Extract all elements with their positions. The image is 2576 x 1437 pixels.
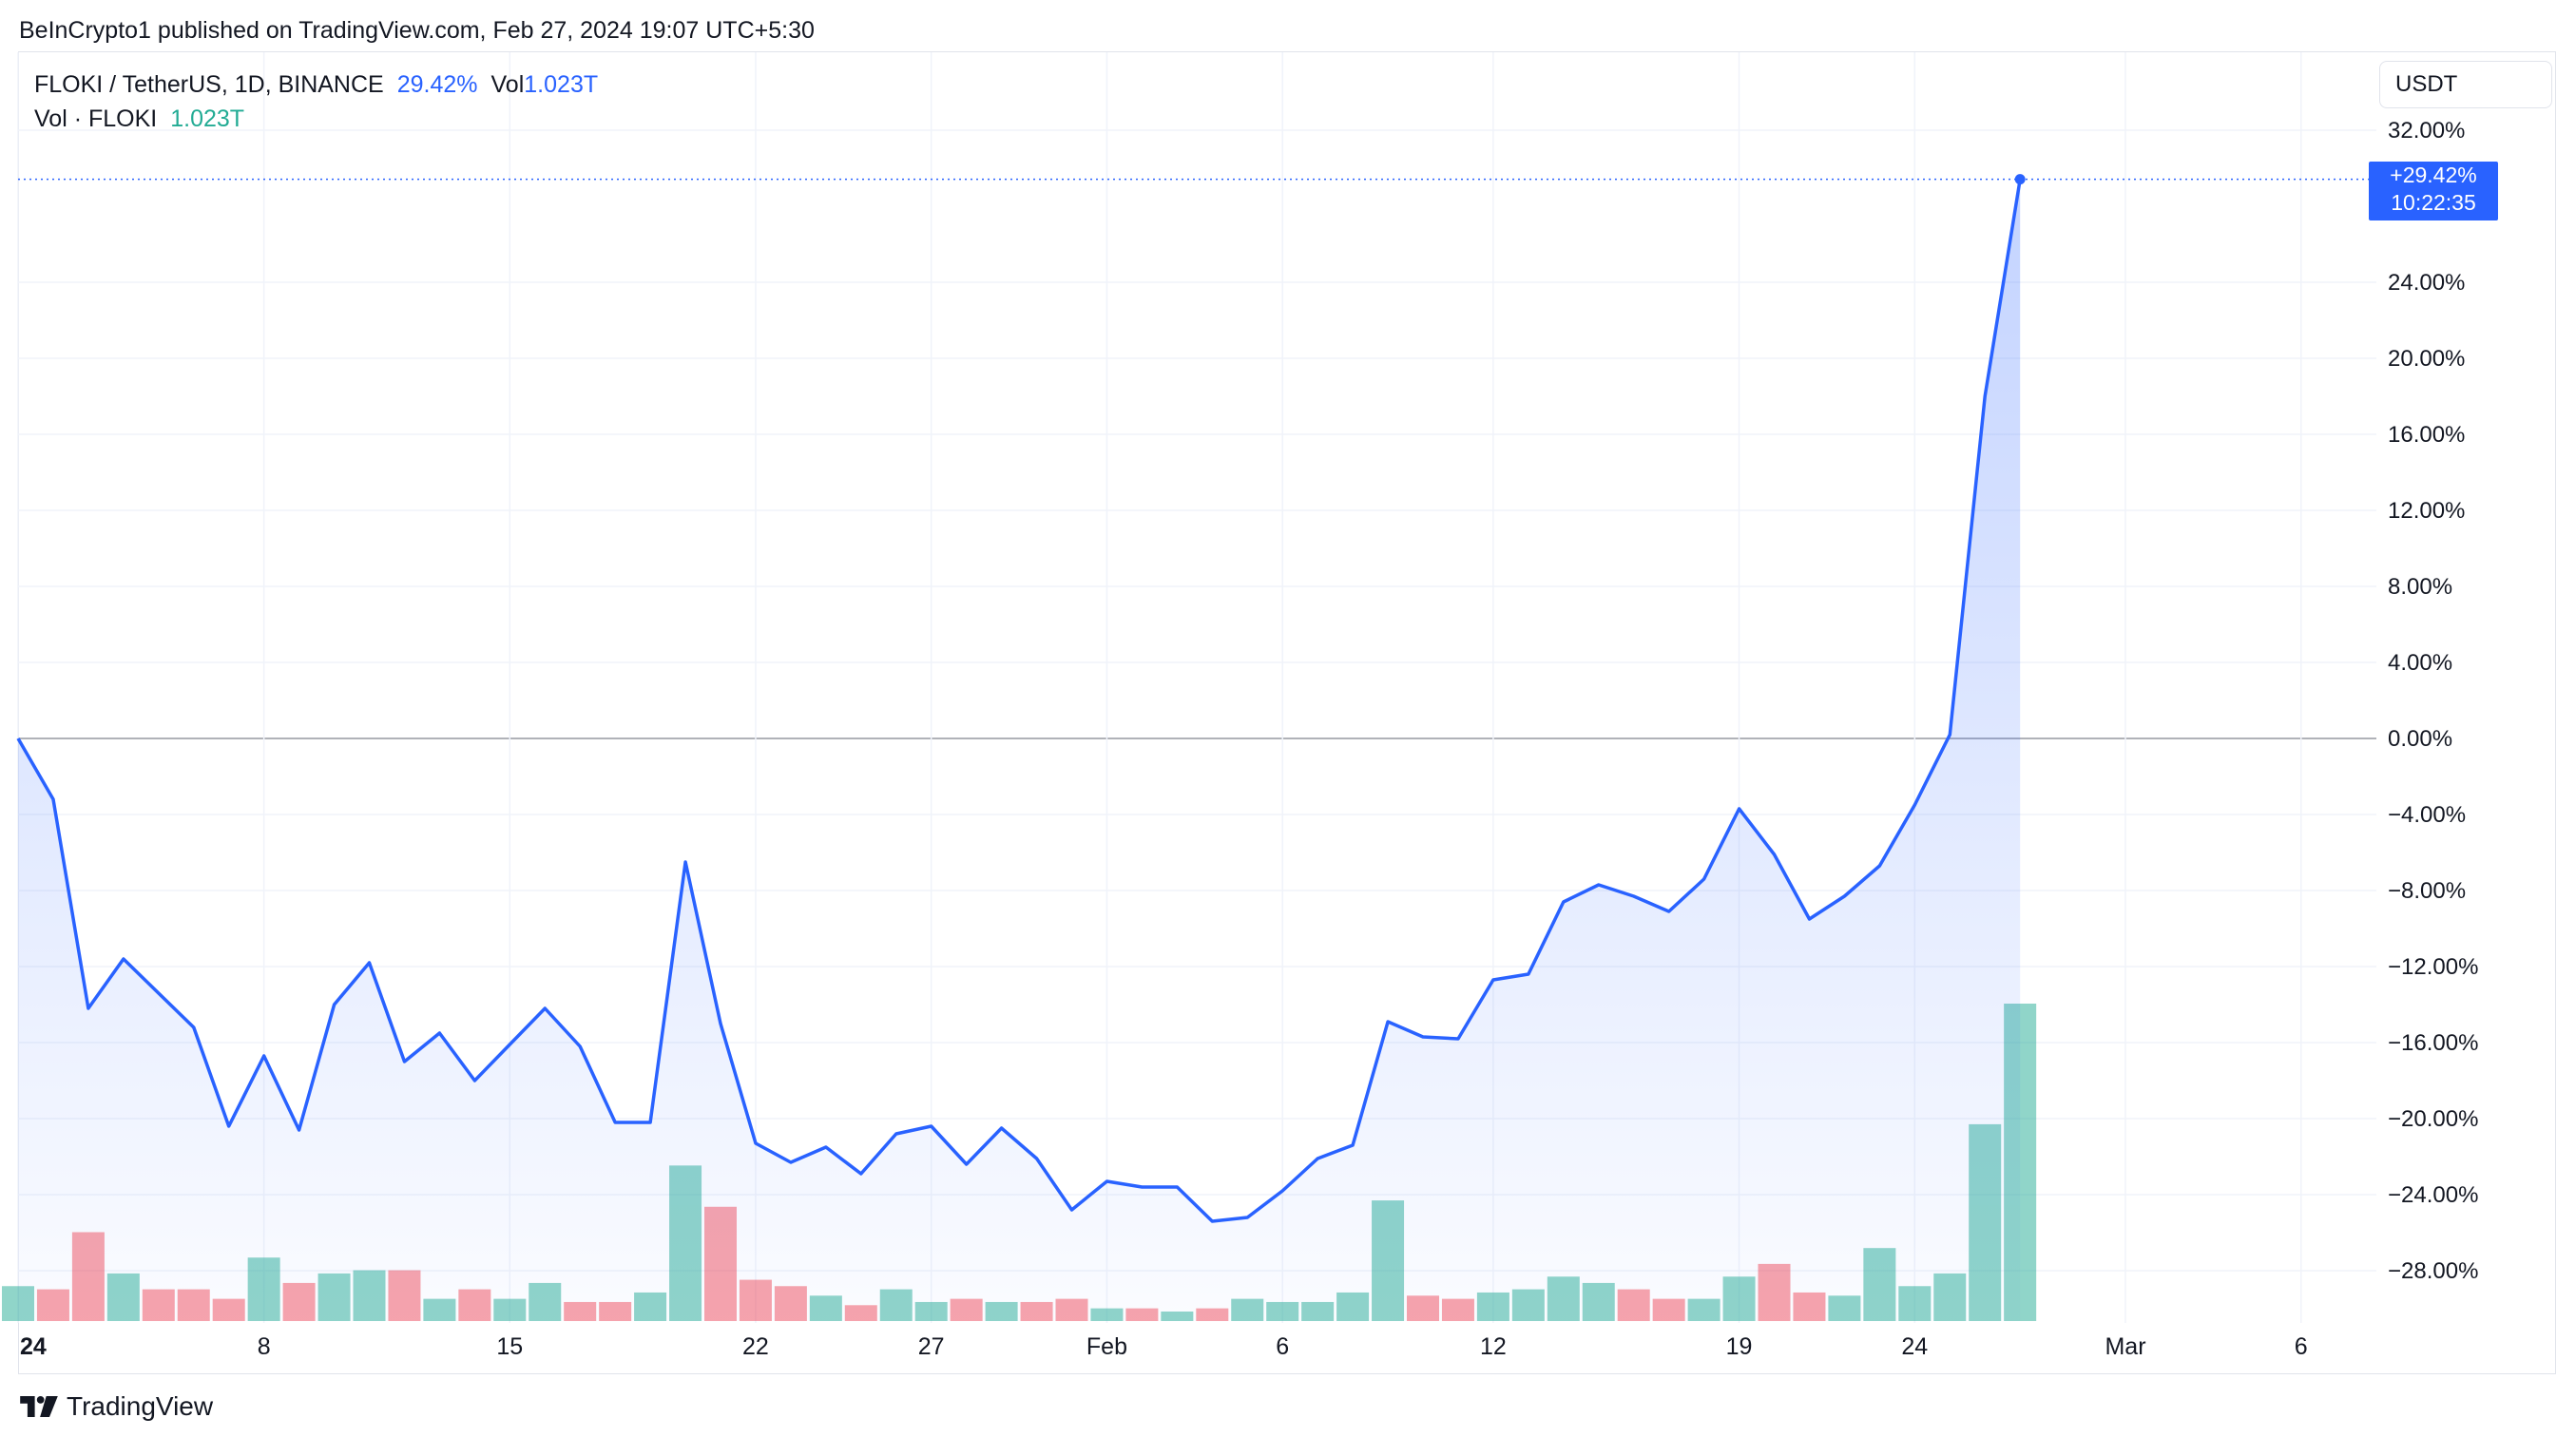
vol-value: 1.023T	[524, 71, 599, 98]
x-tick-label: 6	[1276, 1333, 1289, 1360]
y-tick-label: 16.00%	[2388, 422, 2465, 448]
x-tick-label: 22	[742, 1333, 769, 1360]
y-axis-labels: 32.00% 24.00% 20.00% 16.00% 12.00% 8.00% 4.00%…	[2388, 118, 2478, 1284]
y-tick-label: 32.00%	[2388, 118, 2465, 144]
price-line-path	[16, 179, 2022, 1223]
x-tick-label: 24	[20, 1333, 47, 1360]
y-tick-label: −8.00%	[2388, 878, 2466, 904]
price-area	[18, 179, 2021, 1322]
y-tick-label: −24.00%	[2388, 1182, 2478, 1208]
y-tick-label: −20.00%	[2388, 1106, 2478, 1132]
x-tick-label: 24	[1901, 1333, 1928, 1360]
badge-change: +29.42%	[2390, 163, 2477, 187]
x-tick-label: 19	[1726, 1333, 1753, 1360]
y-tick-label: −28.00%	[2388, 1258, 2478, 1284]
y-tick-label: −16.00%	[2388, 1030, 2478, 1056]
currency-button[interactable]: USDT	[2379, 61, 2552, 108]
vol-label: Vol	[490, 71, 525, 98]
symbol-legend[interactable]: FLOKI / TetherUS, 1D, BINANCE 29.42% Vol1.…	[34, 71, 611, 99]
y-tick-label: 24.00%	[2388, 270, 2465, 296]
last-price-marker	[2014, 174, 2026, 185]
volume-series-value: 1.023T	[170, 105, 245, 132]
x-tick-label: 15	[496, 1333, 523, 1360]
last-value-badge: +29.42% 10:22:35	[2369, 162, 2498, 220]
y-tick-label: −4.00%	[2388, 802, 2466, 828]
badge-countdown: 10:22:35	[2391, 190, 2476, 215]
symbol-title: FLOKI / TetherUS, 1D, BINANCE	[34, 71, 384, 98]
x-axis-labels: 24 8 15 22 27 Feb 6 12 19 24 Mar 6	[20, 1333, 2308, 1360]
x-tick-label: Mar	[2105, 1333, 2145, 1360]
y-tick-label: 20.00%	[2388, 346, 2465, 372]
x-tick-label: Feb	[1086, 1333, 1127, 1360]
publish-info: BeInCrypto1 published on TradingView.com…	[19, 17, 815, 44]
y-tick-label: 12.00%	[2388, 498, 2465, 524]
y-tick-label: 8.00%	[2388, 574, 2452, 600]
x-tick-label: 27	[918, 1333, 945, 1360]
price-area-fill	[18, 179, 2021, 1322]
x-tick-label: 12	[1480, 1333, 1507, 1360]
y-tick-label: 0.00%	[2388, 726, 2452, 752]
volume-legend[interactable]: Vol · FLOKI 1.023T	[34, 105, 258, 133]
x-tick-label: 8	[258, 1333, 271, 1360]
price-line	[16, 174, 2372, 1223]
y-tick-label: −12.00%	[2388, 954, 2478, 980]
y-tick-label: 4.00%	[2388, 650, 2452, 676]
brand-name: TradingView	[67, 1391, 214, 1421]
volume-series-label: Vol · FLOKI	[34, 105, 158, 132]
tradingview-brand[interactable]: TradingView	[19, 1391, 213, 1422]
x-tick-label: 6	[2295, 1333, 2308, 1360]
tradingview-logo-icon	[20, 1396, 58, 1417]
change-value: 29.42%	[396, 71, 478, 98]
